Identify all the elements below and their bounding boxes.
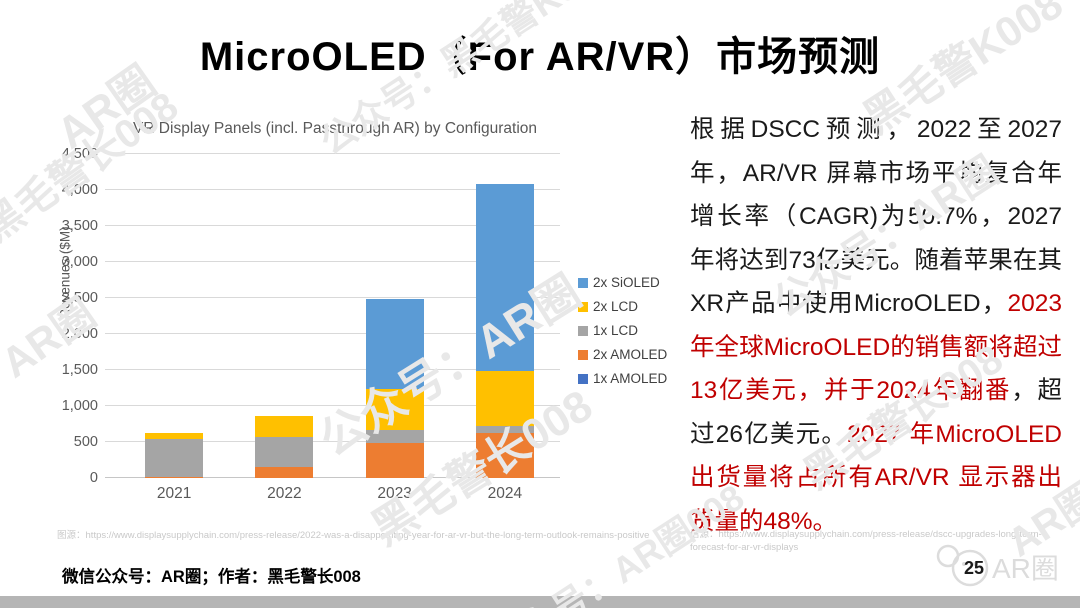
gridline xyxy=(105,405,560,407)
legend-label: 2x LCD xyxy=(593,299,639,314)
y-tick-label: 1,500 xyxy=(61,362,98,378)
gridline xyxy=(105,333,560,335)
gridline xyxy=(105,297,560,298)
highlight-text: 2027 年MicroOLED 出货量将占所有AR/VR 显示器出货量的48%。 xyxy=(690,420,1062,535)
bar-segment-2x-sioled xyxy=(365,298,424,389)
legend: 2x SiOLED 2x LCD 1x LCD 2x AMOLED 1x AMOLED xyxy=(578,275,667,395)
legend-swatch xyxy=(578,373,588,384)
bar-segment-1x-lcd xyxy=(145,439,204,478)
legend-item-2x-amoled: 2x AMOLED xyxy=(578,347,667,362)
gridline xyxy=(105,261,560,262)
y-tick-label: 2,000 xyxy=(61,326,98,343)
page-number: 25 xyxy=(964,558,985,578)
gridline xyxy=(105,369,560,370)
bar-column-2022 xyxy=(229,154,339,478)
body-text: 根据DSCC预测，2022至2027年，AR/VR 屏幕市场平均复合年增长率（C… xyxy=(690,116,1062,317)
legend-label: 1x LCD xyxy=(593,323,639,338)
y-tick-label: 3,000 xyxy=(61,254,98,270)
text-source-label: 信源： xyxy=(690,529,719,540)
legend-swatch xyxy=(578,277,588,288)
stacked-bar-2021 xyxy=(145,432,204,478)
legend-swatch xyxy=(578,349,588,360)
legend-item-1x-amoled: 1x AMOLED xyxy=(578,371,667,386)
logo-text: AR圈 xyxy=(992,553,1059,584)
chart-panel: VR Display Panels (incl. Passthrough AR)… xyxy=(55,115,677,555)
bar-segment-1x-lcd xyxy=(475,426,534,434)
legend-swatch xyxy=(578,301,588,312)
x-tick-label: 2022 xyxy=(267,485,302,502)
bar-column-2021 xyxy=(119,154,229,478)
y-tick-label: 4,500 xyxy=(61,146,98,162)
gridline xyxy=(105,477,560,478)
y-tick-label: 2,500 xyxy=(61,290,98,306)
chart-title: VR Display Panels (incl. Passthrough AR)… xyxy=(132,120,538,137)
y-tick-label: 0 xyxy=(89,470,98,486)
legend-label: 2x SiOLED xyxy=(593,275,660,290)
highlight-text: 2023年全球MicroOLED的销售额将超过13亿美元，并于2024年翻番 xyxy=(690,290,1062,404)
stacked-bar-2022 xyxy=(255,416,314,478)
bar-segment-2x-amoled xyxy=(365,443,424,478)
legend-item-2x-sioled: 2x SiOLED xyxy=(578,275,667,290)
bar-segment-2x-amoled xyxy=(145,477,204,478)
bar-segment-2x-sioled xyxy=(475,184,534,372)
y-tick-label: 500 xyxy=(73,434,98,451)
chart-source: 图源：https://www.displaysupplychain.com/pr… xyxy=(57,527,649,541)
body-text: ，超过26亿美元。 xyxy=(690,377,1062,448)
y-tick-label: 1,000 xyxy=(61,398,98,415)
bar-segment-2x-lcd xyxy=(255,416,314,437)
text-source: 信源：https://www.displaysupplychain.com/pr… xyxy=(690,528,1062,554)
bar-segment-2x-lcd xyxy=(145,432,204,440)
chart-source-url: https://www.displaysupplychain.com/press… xyxy=(85,530,650,541)
legend-swatch xyxy=(578,325,588,336)
bars xyxy=(105,154,560,478)
plot-area: 0 500 1,000 1,500 2,000 2,500 3,000 3,500 4,000 4… xyxy=(62,146,560,486)
y-tick-label: 3,500 xyxy=(61,218,98,234)
stacked-bar-2023 xyxy=(365,298,424,478)
legend-item-2x-lcd: 2x LCD xyxy=(578,299,667,314)
gridline xyxy=(105,225,560,226)
bar-segment-2x-lcd xyxy=(365,388,424,430)
gridline xyxy=(105,153,560,154)
page-title: MicroOLED（For AR/VR）市场预测 xyxy=(199,35,881,79)
bar-segment-2x-amoled xyxy=(475,433,534,478)
x-tick-label: 2023 xyxy=(377,485,412,502)
chart-source-label: 图源： xyxy=(57,530,86,541)
gridline xyxy=(105,189,560,191)
gridline xyxy=(105,441,560,443)
x-axis-labels: 2021 2022 2023 2024 xyxy=(105,485,560,503)
y-tick-label: 4,000 xyxy=(61,182,98,199)
legend-label: 1x AMOLED xyxy=(593,371,668,386)
legend-label: 2x AMOLED xyxy=(593,347,668,362)
x-tick-label: 2024 xyxy=(487,485,523,502)
bar-column-2023 xyxy=(340,154,450,478)
wechat-logo-watermark: AR圈 xyxy=(932,540,1080,603)
bar-segment-2x-amoled xyxy=(255,467,314,478)
bottom-strip xyxy=(0,596,1080,608)
bar-segment-1x-lcd xyxy=(365,429,424,444)
bar-segment-1x-lcd xyxy=(255,436,314,468)
x-tick-label: 2021 xyxy=(156,485,192,502)
text-source-url: https://www.displaysupplychain.com/press… xyxy=(690,529,1042,553)
chat-bubble-icon xyxy=(951,549,989,587)
analysis-paragraph: 根据DSCC预测，2022至2027年，AR/VR 屏幕市场平均复合年增长率（C… xyxy=(690,108,1062,543)
bar-segment-2x-lcd xyxy=(475,371,534,427)
footer-credit: 微信公众号：AR圈；作者：黑毛警长008 xyxy=(62,568,361,586)
bar-column-2024 xyxy=(450,154,560,478)
stacked-bar-2024 xyxy=(475,184,534,478)
legend-item-1x-lcd: 1x LCD xyxy=(578,323,667,338)
